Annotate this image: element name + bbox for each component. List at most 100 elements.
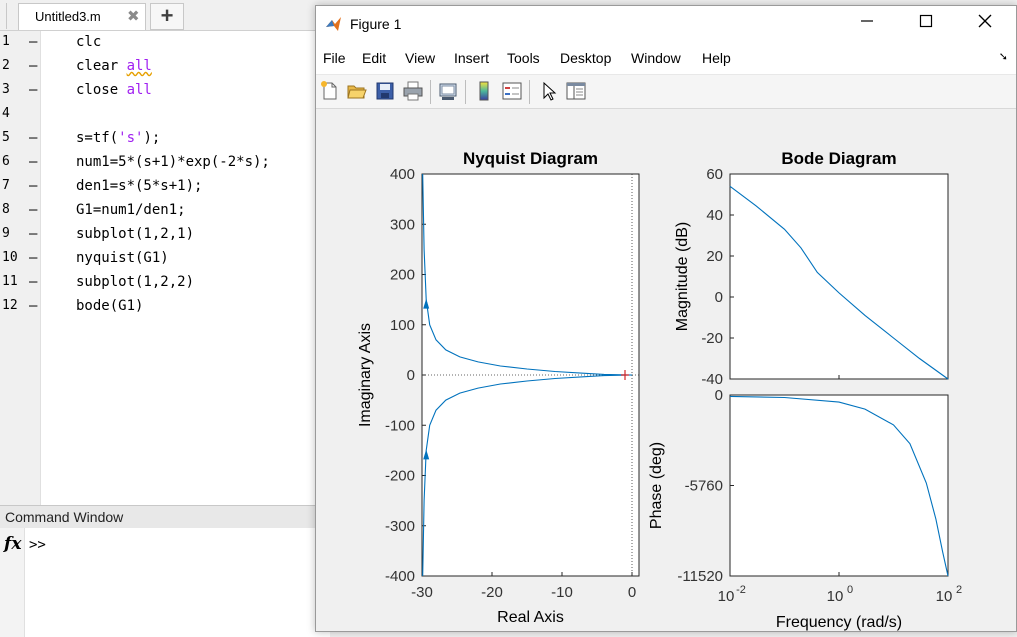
nyquist-ytick-label: -100 <box>385 417 415 434</box>
code-text: subplot(1,2,1) <box>76 222 194 246</box>
tab-untitled3[interactable]: Untitled3.m ✖ <box>18 3 146 30</box>
line-number: 4 <box>2 106 10 121</box>
command-window[interactable]: fx >> <box>0 528 330 637</box>
line-number-gutter <box>0 31 41 505</box>
toolbar-separator <box>465 80 466 104</box>
link-plot-icon[interactable] <box>437 80 459 102</box>
maximize-icon <box>919 14 933 28</box>
code-line[interactable]: 2 — clear all <box>0 54 330 78</box>
minimize-icon <box>861 20 873 22</box>
magnitude-ytick-label: 40 <box>706 207 723 224</box>
line-number: 5 <box>2 130 10 145</box>
breakpoint-marker[interactable]: — <box>29 298 38 314</box>
nyquist-ytick-label: -400 <box>385 568 415 585</box>
breakpoint-marker[interactable]: — <box>29 82 38 98</box>
line-number: 12 <box>2 298 18 313</box>
print-icon[interactable] <box>402 80 424 102</box>
code-text: close all <box>76 78 152 102</box>
figure-plot-area[interactable]: Nyquist Diagram Real Axis Imaginary Axis -3… <box>316 109 1016 631</box>
menu-file[interactable]: File <box>323 50 346 66</box>
breakpoint-marker[interactable]: — <box>29 250 38 266</box>
nyquist-ytick-label: 200 <box>390 267 415 284</box>
phase-ytick-label: -11520 <box>677 568 723 585</box>
menu-desktop[interactable]: Desktop <box>560 50 612 66</box>
code-line[interactable]: 10 — nyquist(G1) <box>0 246 330 270</box>
dock-arrow-icon[interactable]: ➘ <box>998 51 1008 63</box>
nyquist-ytick-label: 300 <box>390 216 415 233</box>
code-line[interactable]: 5 — s=tf('s'); <box>0 126 330 150</box>
tab-close-icon[interactable]: ✖ <box>127 8 140 25</box>
breakpoint-marker[interactable]: — <box>29 130 38 146</box>
code-token: close <box>76 82 127 98</box>
breakpoint-marker[interactable]: — <box>29 178 38 194</box>
breakpoint-marker[interactable]: — <box>29 202 38 218</box>
code-token: subplot(1,2,1) <box>76 226 195 242</box>
code-token: clc <box>76 34 102 50</box>
line-number: 10 <box>2 250 18 265</box>
nyquist-xtick-label: -20 <box>481 584 503 601</box>
menu-window[interactable]: Window <box>631 50 681 66</box>
line-number: 11 <box>2 274 18 289</box>
new-figure-icon[interactable] <box>319 80 341 102</box>
breakpoint-marker[interactable]: — <box>29 274 38 290</box>
save-icon[interactable] <box>374 80 396 102</box>
breakpoint-marker[interactable]: — <box>29 226 38 242</box>
menu-view[interactable]: View <box>405 50 436 66</box>
editor-panel: Untitled3.m ✖ + 1 — clc 2 — clear all 3 — close … <box>0 0 330 505</box>
add-tab-button[interactable]: + <box>150 3 184 30</box>
menu-edit[interactable]: Edit <box>362 50 387 66</box>
magnitude-ytick-label: -40 <box>701 371 723 388</box>
code-line[interactable]: 1 — clc <box>0 30 330 54</box>
open-file-icon[interactable] <box>346 80 368 102</box>
code-text: den1=s*(5*s+1); <box>76 174 202 198</box>
code-token: ); <box>143 130 161 146</box>
menu-help[interactable]: Help <box>702 50 731 66</box>
code-line[interactable]: 3 — close all <box>0 78 330 102</box>
nyquist-direction-arrow <box>423 449 430 460</box>
code-line[interactable]: 8 — G1=num1/den1; <box>0 198 330 222</box>
code-token: subplot(1,2,2) <box>76 274 195 290</box>
line-number: 6 <box>2 154 10 169</box>
phase-ylabel: Phase (deg) <box>648 442 665 529</box>
code-text: s=tf('s'); <box>76 126 160 150</box>
minimize-button[interactable] <box>844 12 890 36</box>
menu-tools[interactable]: Tools <box>507 50 540 66</box>
phase-ytick-label: -5760 <box>685 478 723 495</box>
phase-axes-box <box>729 394 949 577</box>
code-text: nyquist(G1) <box>76 246 169 270</box>
breakpoint-marker[interactable]: — <box>29 34 38 50</box>
code-token: G1=num1/den1; <box>76 202 186 218</box>
figure-menu-bar: File Edit View Insert Tools Desktop Wind… <box>316 42 1016 75</box>
code-token: den1=s*(5*s+1); <box>76 178 203 194</box>
toolbar-separator <box>529 80 530 104</box>
close-button[interactable] <box>962 12 1008 36</box>
breakpoint-marker[interactable]: — <box>29 154 38 170</box>
bode-title: Bode Diagram <box>781 149 896 168</box>
pointer-icon[interactable] <box>538 80 560 102</box>
magnitude-ytick-label: 0 <box>715 289 723 306</box>
nyquist-ytick-label: 400 <box>390 166 415 183</box>
line-number: 9 <box>2 226 10 241</box>
property-editor-icon[interactable] <box>565 80 587 102</box>
legend-icon[interactable] <box>501 80 523 102</box>
menu-insert[interactable]: Insert <box>454 50 490 66</box>
bode-xtick-exponent: 2 <box>956 584 962 596</box>
nyquist-ytick-label: -300 <box>385 518 415 535</box>
code-line[interactable]: 12 — bode(G1) <box>0 294 330 318</box>
code-token: clear <box>76 58 127 74</box>
code-line[interactable]: 4 <box>0 102 330 126</box>
code-line[interactable]: 7 — den1=s*(5*s+1); <box>0 174 330 198</box>
tab-edge <box>0 3 7 29</box>
function-browser-icon[interactable]: fx <box>4 534 22 554</box>
figure-title-bar[interactable]: Figure 1 <box>316 6 1016 42</box>
code-line[interactable]: 6 — num1=5*(s+1)*exp(-2*s); <box>0 150 330 174</box>
colorbar-icon[interactable] <box>473 80 495 102</box>
breakpoint-marker[interactable]: — <box>29 58 38 74</box>
code-line[interactable]: 11 — subplot(1,2,2) <box>0 270 330 294</box>
line-number: 7 <box>2 178 10 193</box>
code-line[interactable]: 9 — subplot(1,2,1) <box>0 222 330 246</box>
maximize-button[interactable] <box>903 12 949 36</box>
nyquist-xtick-label: -30 <box>411 584 433 601</box>
line-number: 1 <box>2 34 10 49</box>
command-window-title: Command Window <box>5 509 124 525</box>
